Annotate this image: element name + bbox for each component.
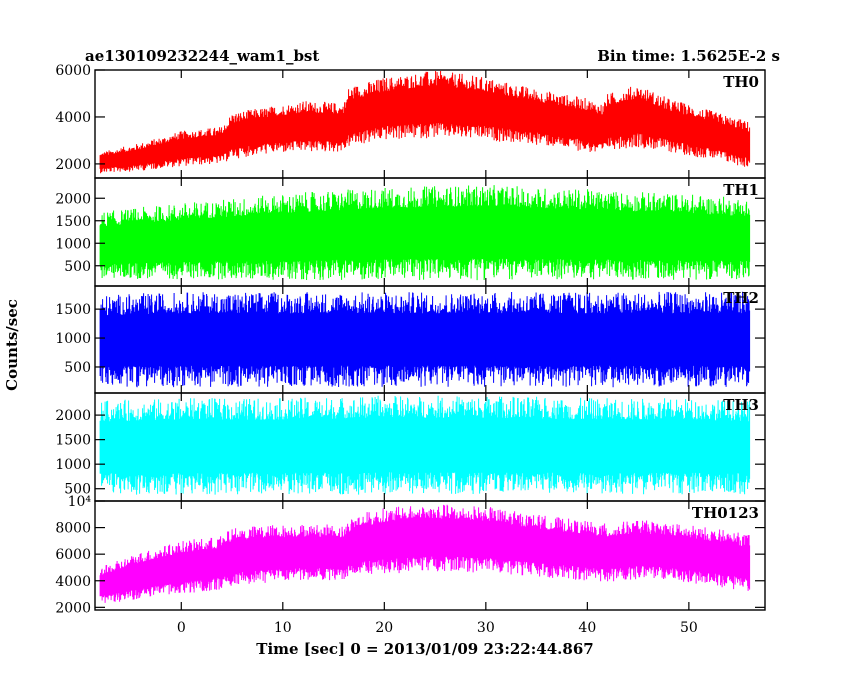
panel-name-label: TH0: [723, 73, 759, 91]
y-tick-label: 1000: [55, 236, 91, 252]
y-tick-label: 6000: [55, 547, 91, 563]
y-tick-label: 2000: [55, 600, 91, 616]
panel-name-label: TH1: [723, 181, 759, 199]
x-tick-label: 50: [680, 620, 698, 636]
series-line-th0: [99, 70, 751, 174]
y-tick-label: 500: [64, 259, 91, 275]
x-tick-label: 0: [177, 620, 186, 636]
panel-frame: [94, 500, 766, 611]
y-tick-label: 1500: [55, 433, 91, 449]
y-tick-label: 2000: [55, 191, 91, 207]
panel-name-label: TH0123: [692, 504, 759, 522]
y-tick-label: 10⁴: [68, 494, 92, 510]
panel-name-label: TH3: [723, 396, 759, 414]
y-tick-label: 1000: [55, 457, 91, 473]
chart-title-right: Bin time: 1.5625E-2 s: [597, 47, 780, 65]
x-axis-label: Time [sec] 0 = 2013/01/09 23:22:44.867: [256, 640, 593, 658]
panel-th2: 500 1000 1500 TH2: [55, 285, 766, 394]
series-line-th1: [99, 185, 751, 281]
x-tick-label: 30: [477, 620, 495, 636]
y-tick-label: 1500: [55, 302, 91, 318]
x-tick-label: 40: [578, 620, 596, 636]
panel-name-label: TH2: [723, 289, 759, 307]
chart-title-left: ae130109232244_wam1_bst: [85, 47, 319, 65]
series-line-th0123: [99, 504, 751, 603]
y-tick-label: 1000: [55, 331, 91, 347]
series-line-th2: [99, 291, 751, 388]
panels-group: 200040006000TH0500100015002000TH15001000…: [55, 63, 766, 636]
panel-th3: 500 1000 1500 2000 TH3: [55, 392, 766, 502]
y-tick-label: 500: [64, 360, 91, 376]
series-line-th3: [99, 395, 751, 495]
x-tick-label: 10: [274, 620, 292, 636]
y-tick-label: 6000: [55, 63, 91, 79]
y-tick-label: 2000: [55, 408, 91, 424]
y-tick-label: 4000: [55, 574, 91, 590]
y-tick-label: 2000: [55, 157, 91, 173]
x-tick-label: 20: [375, 620, 393, 636]
panel-th1: 500 1000 1500 2000 TH1: [55, 177, 766, 287]
y-tick-label: 8000: [55, 521, 91, 537]
panel-th0: 2000 4000 6000 TH0: [55, 63, 766, 179]
y-axis-label: Counts/sec: [3, 299, 21, 391]
y-tick-label: 4000: [55, 110, 91, 126]
y-tick-label: 1500: [55, 214, 91, 230]
y-tick-label: 500: [64, 482, 91, 498]
panel-th0123: 2000 4000 6000 8000 10⁴ TH0123: [55, 494, 766, 616]
